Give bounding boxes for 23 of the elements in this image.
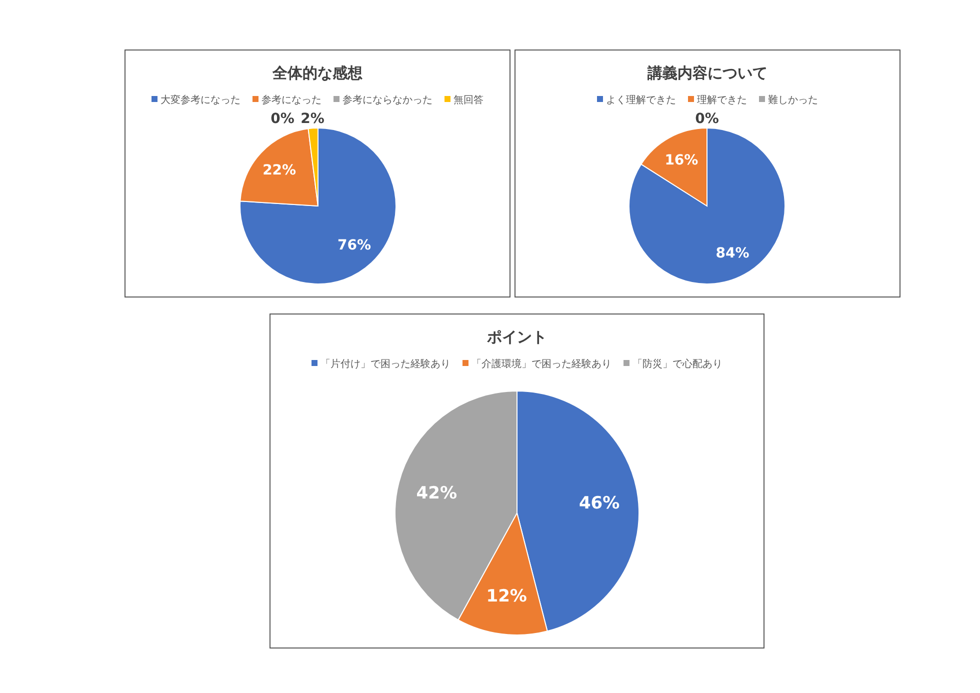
data-label: 42%	[416, 483, 457, 504]
legend-label: よく理解できた	[606, 95, 676, 106]
data-label: 76%	[338, 238, 372, 254]
data-label: 22%	[262, 162, 296, 179]
legend-label: 参考になった	[262, 94, 322, 106]
legend-label: 難しかった	[768, 94, 818, 106]
chart-title: ポイント	[486, 328, 547, 346]
data-label: 16%	[664, 152, 698, 168]
data-label: 84%	[716, 245, 750, 262]
text: 0%	[695, 110, 719, 127]
data-label: 2%	[300, 111, 324, 128]
data-label: 12%	[486, 586, 527, 606]
legend-label: 参考にならなかった	[342, 94, 432, 106]
legend-label: 「防災」で心配あり	[632, 358, 722, 370]
legend-label: 理解できた	[697, 95, 747, 106]
text: 0%	[270, 111, 294, 128]
legend-label: 「介護環境」で困った経験あり	[472, 358, 612, 370]
legend-label: 「片付け」で困った経験あり	[320, 358, 450, 370]
chart-title: 全体的な感想	[272, 64, 364, 82]
legend-label: 大変参考になった	[160, 94, 240, 106]
data-label: 46%	[578, 494, 620, 514]
chart-title: 講義内容について	[646, 64, 768, 82]
legend-label: 無回答	[454, 94, 484, 106]
